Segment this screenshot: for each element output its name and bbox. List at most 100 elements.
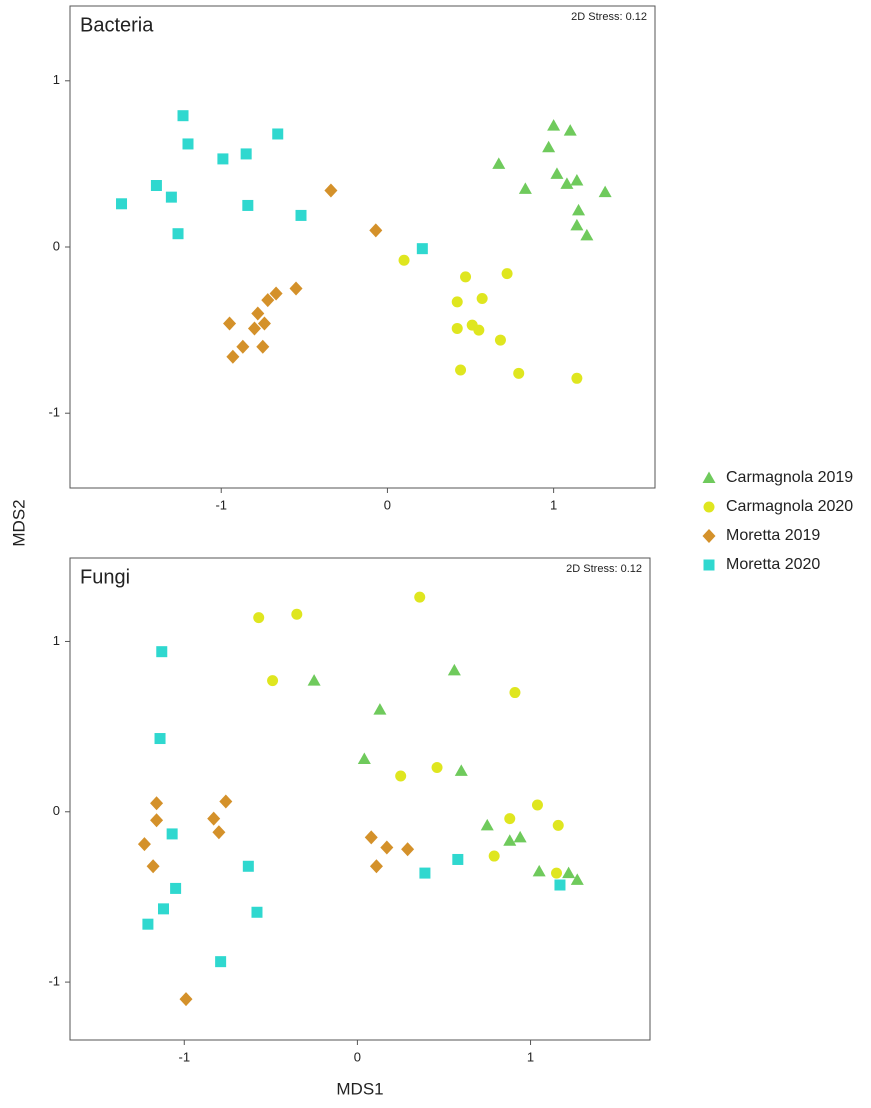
- point: [571, 372, 583, 384]
- point: [240, 148, 252, 160]
- point: [398, 254, 410, 266]
- x-tick-label: -1: [215, 497, 227, 512]
- x-tick-label: 0: [384, 497, 391, 512]
- point: [182, 138, 194, 150]
- point: [416, 243, 428, 255]
- plot-frame: [69, 557, 651, 1041]
- point: [142, 918, 154, 930]
- panel-title: Fungi: [80, 566, 130, 588]
- point: [460, 271, 472, 283]
- point: [380, 840, 394, 855]
- point: [414, 591, 426, 603]
- point: [570, 174, 584, 186]
- point: [157, 903, 169, 915]
- legend-marker: [703, 501, 715, 513]
- point: [179, 992, 193, 1007]
- legend-label: Carmagnola 2019: [726, 469, 853, 486]
- point: [454, 764, 468, 776]
- point: [150, 796, 164, 811]
- point: [257, 316, 271, 331]
- point: [269, 286, 283, 301]
- y-tick-label: -1: [48, 405, 60, 420]
- point: [253, 612, 265, 624]
- point: [307, 674, 321, 686]
- point: [451, 296, 463, 308]
- point: [476, 293, 488, 305]
- point: [170, 882, 182, 894]
- point: [554, 879, 566, 891]
- point: [551, 867, 563, 879]
- point: [357, 752, 371, 764]
- point: [542, 140, 556, 153]
- y-tick-label: 0: [53, 803, 60, 818]
- point: [503, 834, 517, 846]
- point: [513, 830, 527, 843]
- point: [504, 813, 516, 825]
- point: [223, 316, 237, 331]
- point: [395, 770, 407, 782]
- point: [212, 825, 226, 840]
- point: [251, 306, 265, 321]
- point: [570, 873, 584, 885]
- point: [364, 830, 378, 845]
- point: [242, 199, 254, 211]
- point: [256, 339, 270, 354]
- point: [251, 906, 263, 918]
- y-tick-label: 0: [53, 238, 60, 253]
- point: [146, 859, 160, 874]
- point: [116, 198, 128, 210]
- stress-annotation: 2D Stress: 0.12: [571, 11, 647, 23]
- point: [289, 281, 303, 296]
- point: [236, 339, 250, 354]
- legend-marker: [702, 471, 716, 483]
- point: [488, 850, 500, 862]
- point: [598, 185, 612, 198]
- point: [401, 842, 415, 857]
- point: [156, 646, 168, 658]
- y-axis-label: MDS2: [9, 499, 28, 546]
- point: [518, 182, 532, 194]
- point: [261, 293, 275, 308]
- x-tick-label: 0: [354, 1049, 361, 1064]
- point: [291, 608, 303, 620]
- point: [272, 128, 284, 140]
- point: [369, 223, 383, 238]
- point: [480, 818, 494, 831]
- point: [226, 349, 240, 364]
- point: [177, 110, 189, 122]
- legend-marker: [702, 529, 716, 543]
- point: [431, 761, 443, 773]
- point: [552, 819, 564, 831]
- point: [550, 167, 564, 179]
- point: [494, 334, 506, 346]
- point: [473, 324, 485, 336]
- point: [531, 799, 543, 811]
- point: [165, 191, 177, 203]
- point: [154, 733, 166, 745]
- x-tick-label: 1: [527, 1049, 534, 1064]
- point: [137, 837, 151, 852]
- point: [562, 866, 576, 879]
- point: [560, 177, 574, 189]
- point: [369, 859, 383, 874]
- legend-marker: [703, 559, 715, 571]
- point: [501, 268, 513, 280]
- point: [419, 867, 431, 879]
- point: [215, 956, 227, 968]
- point: [547, 119, 561, 131]
- point: [580, 228, 594, 241]
- x-tick-label: 1: [550, 497, 557, 512]
- legend-label: Moretta 2020: [726, 556, 820, 573]
- point: [150, 180, 162, 192]
- point: [451, 322, 463, 334]
- point: [166, 828, 178, 840]
- point: [532, 864, 546, 877]
- point: [172, 228, 184, 240]
- panel-title: Bacteria: [80, 14, 154, 36]
- point: [207, 811, 221, 826]
- point: [572, 203, 586, 216]
- point: [219, 794, 233, 809]
- point: [267, 675, 279, 687]
- point: [150, 813, 164, 828]
